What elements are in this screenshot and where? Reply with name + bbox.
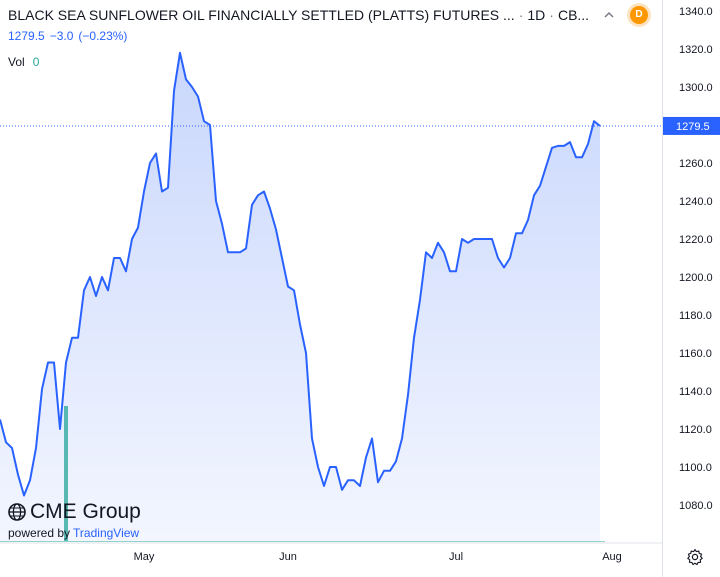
chevron-up-icon-svg — [604, 11, 614, 18]
title-separator: · — [518, 7, 524, 23]
y-tick-label: 1260.0 — [679, 158, 713, 170]
title-separator: · — [549, 7, 554, 23]
interval-label[interactable]: 1D — [527, 7, 546, 23]
price-area-fill — [0, 52, 600, 542]
gear-icon-svg — [687, 548, 703, 566]
y-tick-label: 1300.0 — [679, 82, 713, 94]
price-change: −3.0 — [49, 29, 74, 43]
price-change-percent: (−0.23%) — [78, 29, 128, 43]
logo-text: CME Group — [30, 500, 141, 523]
last-price-tag — [663, 116, 720, 135]
quote-line: 1279.5 −3.0 (−0.23%) — [8, 27, 589, 45]
symbol-title[interactable]: BLACK SEA SUNFLOWER OIL FINANCIALLY SETT… — [8, 7, 515, 23]
globe-icon — [8, 503, 26, 521]
exchange-label[interactable]: CB... — [557, 7, 590, 23]
price-series-line[interactable] — [0, 51, 601, 497]
cme-logo-main: CME Group — [8, 500, 141, 524]
y-tick-label: 1080.0 — [679, 500, 713, 512]
powered-by-line: powered by TradingView — [8, 526, 141, 540]
y-tick-label: 1120.0 — [679, 424, 712, 436]
y-tick-label: 1220.0 — [679, 234, 713, 246]
y-tick-label: 1320.0 — [679, 44, 713, 56]
gear-icon[interactable] — [686, 548, 704, 566]
volume-bar — [64, 406, 68, 541]
y-tick-label: 1160.0 — [679, 348, 712, 360]
y-tick-label: 1100.0 — [679, 462, 712, 474]
cme-group-logo[interactable]: CME Group powered by TradingView — [8, 500, 141, 540]
powered-by-label: powered by — [8, 526, 71, 540]
last-price-tag-label: 1279.5 — [676, 121, 710, 133]
x-tick-label: Jul — [449, 551, 463, 563]
volume-legend[interactable]: Vol 0 — [8, 53, 589, 71]
y-tick-label: 1340.0 — [679, 6, 713, 18]
symbol-title-line[interactable]: BLACK SEA SUNFLOWER OIL FINANCIALLY SETT… — [8, 6, 589, 24]
y-tick-label: 1180.0 — [679, 310, 712, 322]
x-tick-label: May — [134, 551, 155, 563]
tradingview-link[interactable]: TradingView — [73, 526, 140, 540]
chart-legend: BLACK SEA SUNFLOWER OIL FINANCIALLY SETT… — [8, 6, 589, 71]
y-tick-label: 1140.0 — [679, 386, 712, 398]
x-tick-label: Aug — [602, 551, 622, 563]
volume-label: Vol — [8, 55, 25, 69]
x-tick-label: Jun — [279, 551, 297, 563]
y-tick-label: 1200.0 — [679, 272, 713, 284]
delayed-data-badge[interactable]: D — [630, 6, 648, 24]
volume-value: 0 — [32, 55, 40, 69]
chevron-up-icon[interactable] — [600, 6, 618, 24]
last-price: 1279.5 — [8, 29, 45, 43]
y-tick-label: 1240.0 — [679, 196, 713, 208]
